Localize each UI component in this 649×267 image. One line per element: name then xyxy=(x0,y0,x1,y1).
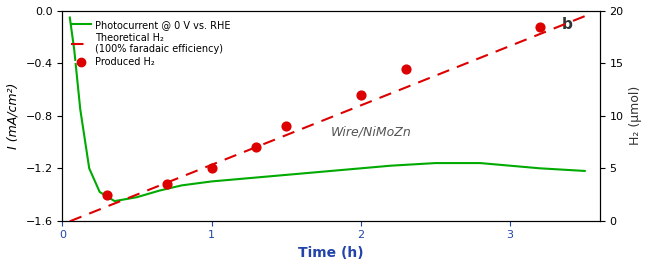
Point xyxy=(281,124,291,128)
Y-axis label: I (mA/cm²): I (mA/cm²) xyxy=(7,83,20,149)
Point xyxy=(206,166,217,170)
X-axis label: Time (h): Time (h) xyxy=(298,246,364,260)
Legend: Photocurrent @ 0 V vs. RHE, Theoretical H₂
(100% faradaic efficiency), Produced : Photocurrent @ 0 V vs. RHE, Theoretical … xyxy=(67,16,235,71)
Y-axis label: H₂ (μmol): H₂ (μmol) xyxy=(629,86,642,146)
Point xyxy=(102,193,112,197)
Point xyxy=(251,145,262,150)
Point xyxy=(356,93,366,97)
Point xyxy=(400,66,411,71)
Text: b: b xyxy=(562,17,573,32)
Text: Wire/NiMoZn: Wire/NiMoZn xyxy=(331,125,411,139)
Point xyxy=(535,25,545,29)
Point xyxy=(162,182,172,186)
